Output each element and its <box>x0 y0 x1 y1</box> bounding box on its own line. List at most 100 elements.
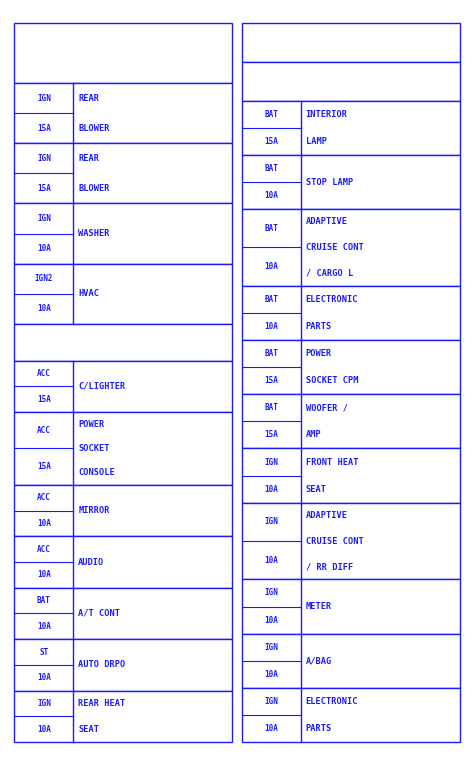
Text: AMP: AMP <box>306 431 321 439</box>
Text: A/BAG: A/BAG <box>306 656 332 666</box>
Text: 10A: 10A <box>264 555 278 565</box>
Text: IGN2: IGN2 <box>35 274 53 283</box>
Bar <box>14 588 232 640</box>
Text: BLOWER: BLOWER <box>78 184 109 193</box>
Text: IGN: IGN <box>37 214 51 223</box>
Text: 10A: 10A <box>37 673 51 682</box>
Text: ELECTRONIC: ELECTRONIC <box>306 295 358 304</box>
Text: BAT: BAT <box>37 596 51 605</box>
Text: ACC: ACC <box>37 369 51 378</box>
Text: 10A: 10A <box>37 244 51 253</box>
Text: WOOFER /: WOOFER / <box>306 403 348 412</box>
Text: 15A: 15A <box>37 124 51 133</box>
Text: 10A: 10A <box>37 304 51 313</box>
Text: 10A: 10A <box>264 262 278 271</box>
Text: INTERIOR: INTERIOR <box>306 109 348 119</box>
Bar <box>14 23 232 83</box>
Text: IGN: IGN <box>264 517 278 526</box>
Text: 10A: 10A <box>37 724 51 734</box>
Bar <box>14 485 232 536</box>
Text: PARTS: PARTS <box>306 724 332 733</box>
Bar <box>14 143 232 203</box>
Text: ACC: ACC <box>37 493 51 503</box>
Bar <box>14 640 232 691</box>
Text: ST: ST <box>39 647 48 656</box>
Text: AUDIO: AUDIO <box>78 558 104 567</box>
Text: POWER: POWER <box>78 420 104 428</box>
Text: IGN: IGN <box>37 154 51 163</box>
Text: 10A: 10A <box>264 485 278 493</box>
Bar <box>14 324 232 360</box>
Text: PARTS: PARTS <box>306 322 332 331</box>
Bar <box>242 394 460 448</box>
Bar <box>242 633 460 688</box>
Text: ELECTRONIC: ELECTRONIC <box>306 697 358 706</box>
Text: WASHER: WASHER <box>78 229 109 238</box>
Text: BAT: BAT <box>264 349 278 358</box>
Text: 10A: 10A <box>37 571 51 579</box>
Bar <box>242 286 460 340</box>
Text: BAT: BAT <box>264 109 278 119</box>
Text: 15A: 15A <box>37 184 51 193</box>
Text: 10A: 10A <box>264 322 278 331</box>
Text: BAT: BAT <box>264 224 278 233</box>
Text: HVAC: HVAC <box>78 289 99 298</box>
Text: IGN: IGN <box>264 588 278 597</box>
Text: METER: METER <box>306 602 332 611</box>
Text: 15A: 15A <box>37 462 51 471</box>
Text: 10A: 10A <box>264 616 278 624</box>
Bar <box>242 503 460 579</box>
Bar <box>242 23 460 62</box>
Bar <box>14 203 232 264</box>
Bar <box>242 688 460 742</box>
Text: SOCKET CPM: SOCKET CPM <box>306 376 358 386</box>
Bar <box>14 360 232 412</box>
Text: BAT: BAT <box>264 164 278 173</box>
Text: C/LIGHTER: C/LIGHTER <box>78 382 126 391</box>
Text: ADAPTIVE: ADAPTIVE <box>306 217 348 226</box>
Text: / RR DIFF: / RR DIFF <box>306 562 353 571</box>
Bar <box>14 691 232 742</box>
Text: 10A: 10A <box>264 670 278 679</box>
Text: IGN: IGN <box>264 643 278 652</box>
Text: 15A: 15A <box>264 376 278 386</box>
Text: IGN: IGN <box>37 93 51 103</box>
Bar <box>242 448 460 503</box>
Text: 15A: 15A <box>37 395 51 404</box>
Text: BAT: BAT <box>264 403 278 412</box>
Text: SEAT: SEAT <box>306 485 327 493</box>
Bar <box>242 62 460 101</box>
Text: ACC: ACC <box>37 426 51 435</box>
Bar <box>242 209 460 286</box>
Text: 10A: 10A <box>37 519 51 528</box>
Text: FRONT HEAT: FRONT HEAT <box>306 457 358 467</box>
Bar <box>14 412 232 485</box>
Bar <box>242 155 460 209</box>
Text: 15A: 15A <box>264 137 278 146</box>
Text: A/T CONT: A/T CONT <box>78 609 120 618</box>
Bar <box>14 536 232 588</box>
Text: SOCKET: SOCKET <box>78 444 109 453</box>
Text: CRUISE CONT: CRUISE CONT <box>306 243 364 252</box>
Bar <box>242 101 460 155</box>
Text: MIRROR: MIRROR <box>78 506 109 515</box>
Text: ADAPTIVE: ADAPTIVE <box>306 511 348 520</box>
Bar <box>14 83 232 143</box>
Text: ACC: ACC <box>37 545 51 554</box>
Text: REAR: REAR <box>78 93 99 103</box>
Text: REAR: REAR <box>78 154 99 163</box>
Text: SEAT: SEAT <box>78 724 99 734</box>
Text: IGN: IGN <box>264 457 278 467</box>
Text: LAMP: LAMP <box>306 137 327 146</box>
Text: STOP LAMP: STOP LAMP <box>306 177 353 187</box>
Text: AUTO DRPO: AUTO DRPO <box>78 660 126 669</box>
Text: CRUISE CONT: CRUISE CONT <box>306 536 364 545</box>
Text: POWER: POWER <box>306 349 332 358</box>
Text: CONSOLE: CONSOLE <box>78 468 115 477</box>
Bar <box>14 264 232 324</box>
Text: 10A: 10A <box>37 622 51 631</box>
Text: IGN: IGN <box>264 697 278 706</box>
Text: BAT: BAT <box>264 295 278 304</box>
Bar <box>242 579 460 633</box>
Text: 10A: 10A <box>264 724 278 733</box>
